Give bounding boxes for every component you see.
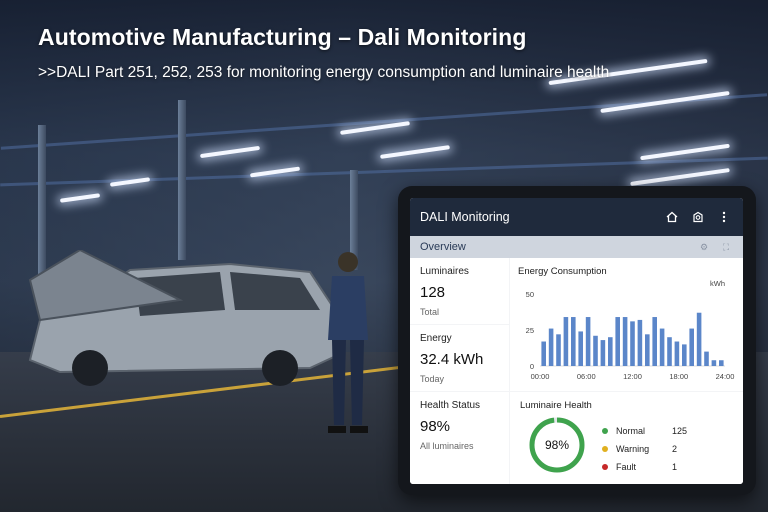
home-icon[interactable] <box>663 208 681 226</box>
energy-bar <box>645 334 650 366</box>
section-title: Overview <box>420 241 466 253</box>
section-bar: Overview ⚙ ⛶ <box>410 236 743 258</box>
x-tick-label: 24:00 <box>716 372 735 381</box>
energy-bar <box>615 317 620 366</box>
chart-unit-label: kWh <box>710 280 725 288</box>
energy-bar <box>682 344 687 366</box>
legend-dot <box>602 464 608 470</box>
energy-bar <box>659 328 665 366</box>
donut-percent-label: 98% <box>545 438 569 452</box>
health-legend-row: Normal 125 <box>602 422 687 440</box>
ceiling-light <box>200 145 260 159</box>
energy-consumption-card[interactable]: Energy Consumption kWh 50 25 0 00:00 06:00 12:… <box>510 258 743 391</box>
tablet-device: DALI Monitoring Overview ⚙ ⛶ Luminaires … <box>398 186 756 495</box>
energy-sub: Today <box>420 374 445 384</box>
steel-column <box>350 170 358 270</box>
luminaires-value: 128 <box>420 284 446 301</box>
more-vertical-icon[interactable] <box>715 208 733 226</box>
energy-bar <box>711 360 717 366</box>
legend-name: Warning <box>616 444 650 454</box>
dashboard-grid: Luminaires 128 Total Energy 32.4 kWh Tod… <box>410 258 743 484</box>
app-title: DALI Monitoring <box>420 210 510 224</box>
car-body-image <box>28 250 340 386</box>
steel-column <box>38 125 46 295</box>
settings-icon[interactable]: ⚙ <box>699 241 709 252</box>
ceiling-light <box>600 90 730 114</box>
energy-bar <box>696 312 702 366</box>
steel-column <box>178 100 186 260</box>
luminaires-card[interactable]: Luminaires 128 Total <box>410 258 509 324</box>
energy-bar <box>600 340 606 366</box>
health-legend-row: Fault 1 <box>602 458 687 476</box>
device-icon[interactable] <box>689 208 707 226</box>
health-status-sub: All luminaires <box>420 441 474 451</box>
energy-bar <box>593 335 598 366</box>
x-tick-label: 18:00 <box>669 372 688 381</box>
health-legend: Normal 125 Warning 2 Fault 1 <box>602 422 687 476</box>
app-bar: DALI Monitoring <box>410 198 743 236</box>
hero-subtitle: >>DALI Part 251, 252, 253 for monitoring… <box>38 64 610 81</box>
energy-card[interactable]: Energy 32.4 kWh Today <box>410 325 509 391</box>
x-tick-label: 12:00 <box>623 372 642 381</box>
legend-dot <box>602 428 608 434</box>
donut-arc <box>529 417 585 473</box>
energy-bar <box>541 341 546 366</box>
luminaire-health-card[interactable]: Luminaire Health 98% Normal 125 Warning 2 Fa… <box>510 392 743 484</box>
energy-bar <box>578 331 583 366</box>
energy-bar <box>719 360 724 366</box>
energy-label: Energy <box>420 333 452 344</box>
worker-image <box>328 252 368 433</box>
legend-count: 1 <box>672 462 678 472</box>
x-tick-label: 06:00 <box>577 372 596 381</box>
energy-bar <box>652 317 657 366</box>
luminaire-health-title: Luminaire Health <box>520 400 592 411</box>
y-tick-label: 50 <box>526 290 534 299</box>
x-tick-label: 00:00 <box>531 372 550 381</box>
legend-name: Normal <box>616 426 646 436</box>
y-tick-label: 0 <box>530 362 534 371</box>
legend-name: Fault <box>616 462 637 472</box>
y-tick-label: 25 <box>526 326 534 335</box>
legend-count: 125 <box>672 426 688 436</box>
energy-value: 32.4 kWh <box>420 351 484 368</box>
ceiling-light <box>59 193 101 203</box>
energy-bar <box>674 341 680 366</box>
energy-bar <box>704 351 709 366</box>
energy-bar <box>608 337 613 366</box>
energy-bar-chart: kWh 50 25 000:00 06:00 12:00 18:00 24:00 <box>526 280 735 381</box>
energy-bar <box>637 319 643 366</box>
energy-bar <box>563 317 569 366</box>
expand-icon[interactable]: ⛶ <box>722 241 730 252</box>
luminaires-sub: Total <box>420 307 440 317</box>
energy-bar <box>630 321 635 366</box>
legend-count: 2 <box>672 444 678 454</box>
energy-chart-title: Energy Consumption <box>518 266 607 277</box>
legend-dot <box>602 446 608 452</box>
energy-bar <box>556 334 561 366</box>
tablet-screen: DALI Monitoring Overview ⚙ ⛶ Luminaires … <box>410 198 743 484</box>
hero-title: Automotive Manufacturing – Dali Monitori… <box>38 24 527 50</box>
energy-bar <box>548 328 554 366</box>
health-status-value: 98% <box>420 418 451 435</box>
energy-bar <box>571 317 576 366</box>
ceiling-light <box>380 145 450 159</box>
luminaires-label: Luminaires <box>420 266 469 277</box>
energy-bar <box>689 328 694 366</box>
energy-bar <box>585 317 591 366</box>
health-legend-row: Warning 2 <box>602 440 687 458</box>
energy-bar <box>622 317 628 366</box>
health-status-label: Health Status <box>420 400 481 411</box>
ceiling-light <box>630 168 730 186</box>
health-status-card[interactable]: Health Status 98% All luminaires <box>410 392 509 484</box>
energy-bar <box>667 337 672 366</box>
health-donut-chart: 98% <box>529 417 585 473</box>
